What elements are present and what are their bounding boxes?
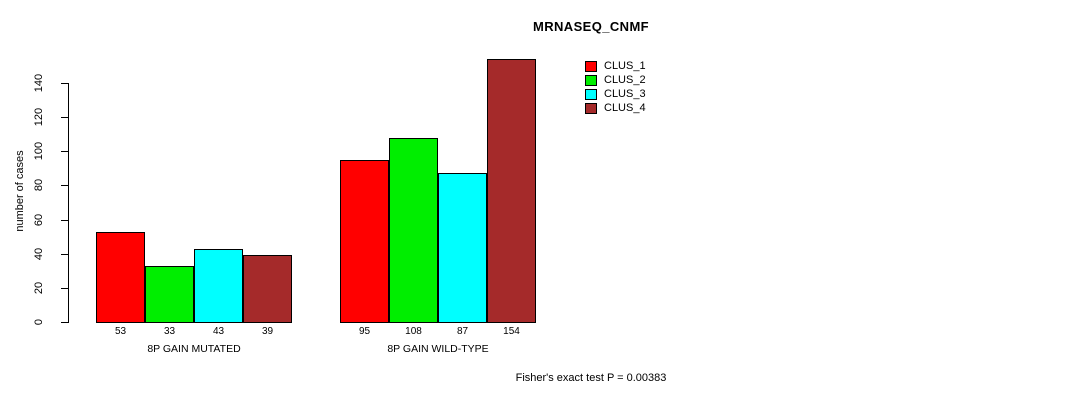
x-axis-group-label: 8P GAIN MUTATED [147,343,241,355]
legend-item-label: CLUS_2 [604,74,646,86]
y-axis-line [68,83,69,323]
bar-value-label: 95 [358,326,371,337]
bar-value-label: 108 [405,326,422,337]
bar [438,173,487,323]
y-axis-tick [61,117,68,119]
y-axis-tick-label: 60 [33,213,45,226]
y-axis-tick [61,83,68,84]
y-axis-tick [61,287,68,289]
legend-item-label: CLUS_1 [604,60,646,72]
legend-item-label: CLUS_3 [604,88,646,100]
bar [243,255,292,323]
bar-value-label: 39 [261,326,274,337]
legend-color-swatch [585,103,597,114]
y-axis-tick-label: 40 [33,247,45,260]
y-axis-tick-label: 80 [33,179,45,192]
bar [96,232,145,323]
y-axis-tick [61,322,68,323]
y-axis-tick [61,253,68,255]
bar [389,138,438,323]
bar-value-label: 33 [163,326,176,337]
bar-value-label: 154 [503,326,520,337]
statistical-test-annotation: Fisher's exact test P = 0.00383 [0,372,1090,384]
statistical-test-text: Fisher's exact test P = 0.00383 [515,372,667,384]
y-axis-tick-label: 120 [33,107,45,127]
y-axis-tick-label: 140 [33,73,45,93]
bar-value-label: 43 [212,326,225,337]
y-axis-tick-label: 20 [33,281,45,294]
y-axis-tick-label: 0 [33,318,45,326]
legend-color-swatch [585,89,597,100]
chart-title: MRNASEQ_CNMF [0,19,1090,34]
y-axis-tick [61,151,68,153]
y-axis-tick [61,219,68,221]
y-axis-tick [61,185,68,187]
bar [340,160,389,323]
chart-title-text: MRNASEQ_CNMF [532,19,650,34]
bar [194,249,243,323]
legend-color-swatch [585,75,597,86]
y-axis-tick-label: 100 [33,142,45,161]
bar [487,59,536,323]
bar [145,266,194,323]
y-axis-title: number of cases [14,150,26,232]
legend-color-swatch [585,61,597,72]
x-axis-group-label: 8P GAIN WILD-TYPE [387,343,489,355]
bar-value-label: 87 [456,326,469,337]
legend-item-label: CLUS_4 [604,102,646,114]
bar-value-label: 53 [114,326,127,337]
